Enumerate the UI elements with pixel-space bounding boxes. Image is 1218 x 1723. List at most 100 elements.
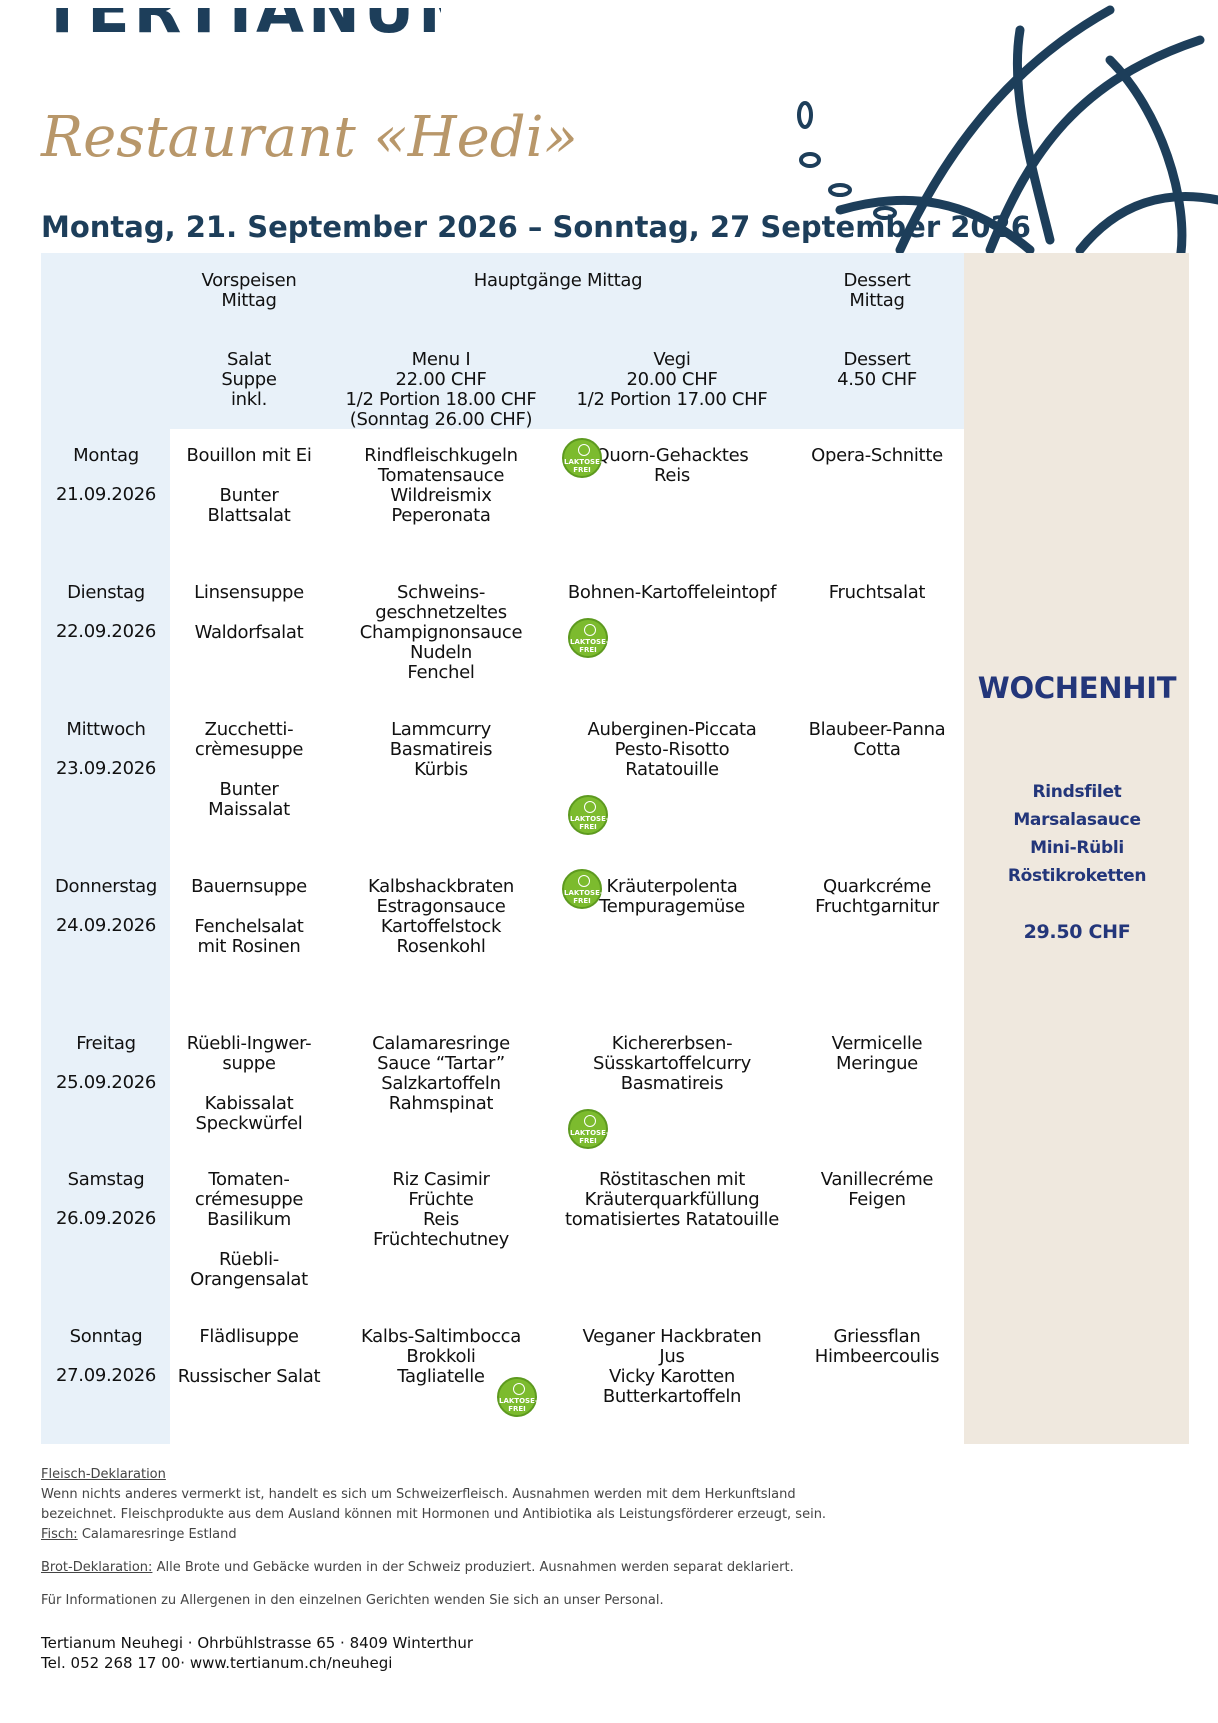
logo: TERTIANUM xyxy=(41,8,441,47)
starter: Zucchetti- xyxy=(204,719,294,740)
starter: Waldorfsalat xyxy=(194,622,304,643)
starter: Flädlisuppe xyxy=(199,1326,299,1347)
heading: Mittag xyxy=(221,290,277,311)
starter: Bouillon mit Ei xyxy=(186,445,312,466)
badge-text: LAKTOSE- xyxy=(570,638,609,646)
menu-item: Champignonsauce xyxy=(359,622,523,643)
menu-item: Lammcurry xyxy=(391,719,491,740)
menu-item: Kalbshackbraten xyxy=(368,876,514,897)
subheading: Vegi xyxy=(653,349,691,370)
week-range: Montag, 21. September 2026 – Sonntag, 27… xyxy=(41,210,1031,244)
day: Freitag xyxy=(76,1033,136,1054)
subheading: Dessert xyxy=(843,349,911,370)
starter: Bauernsuppe xyxy=(191,876,307,897)
day: Mittwoch xyxy=(66,719,146,740)
footer: Fleisch-Deklaration Wenn nichts anderes … xyxy=(41,1465,826,1673)
wochenhit-item: Rindsfilet xyxy=(1032,782,1122,802)
laktose-badge: LAKTOSE- FREI xyxy=(568,795,609,835)
dessert-item: Vanillecréme xyxy=(820,1169,934,1190)
heading: Dessert xyxy=(843,270,911,291)
badge-text: FREI xyxy=(579,1137,597,1145)
fish-text: Calamaresringe Estland xyxy=(81,1527,237,1542)
menu-item: Reis xyxy=(423,1209,459,1230)
menu-item: Früchte xyxy=(408,1189,474,1210)
menu-item: Kürbis xyxy=(414,759,468,780)
dessert-item: Fruchtgarnitur xyxy=(815,896,939,917)
vegi-item: Butterkartoffeln xyxy=(602,1386,742,1407)
menu-item: Basmatireis xyxy=(389,739,493,760)
menu-item: Calamaresringe xyxy=(372,1033,510,1054)
heading: Hauptgänge Mittag xyxy=(473,270,643,291)
vegi-item: tomatisiertes Ratatouille xyxy=(564,1209,780,1230)
dessert-item: Opera-Schnitte xyxy=(811,445,943,466)
menu-item: Rosenkohl xyxy=(396,936,486,957)
date: 23.09.2026 xyxy=(55,758,157,779)
vegi-item: Bohnen-Kartoffeleintopf xyxy=(567,582,777,603)
heading: Vorspeisen xyxy=(201,270,297,291)
badge-text: LAKTOSE- xyxy=(564,458,603,466)
wochenhit-title: WOCHENHIT xyxy=(977,671,1177,705)
vegi-item: Tempuragemüse xyxy=(599,896,745,917)
meat-text: bezeichnet. Fleischprodukte aus dem Ausl… xyxy=(41,1507,827,1522)
menu-item: Rahmspinat xyxy=(388,1093,494,1114)
starter: Bunter xyxy=(219,485,279,506)
contact: Tel. 052 268 17 00· www.tertianum.ch/neu… xyxy=(41,1654,393,1672)
dessert-item: Quarkcréme xyxy=(822,876,931,897)
menu-item: Tagliatelle xyxy=(397,1366,485,1387)
badge-text: LAKTOSE- xyxy=(564,889,603,897)
meat-text: Wenn nichts anderes vermerkt ist, handel… xyxy=(41,1487,796,1502)
subheading: 20.00 CHF xyxy=(626,369,718,390)
menu-item: Estragonsauce xyxy=(376,896,506,917)
badge-text: FREI xyxy=(579,646,597,654)
date: 27.09.2026 xyxy=(55,1365,157,1386)
vegi-item: Kräuterquarkfüllung xyxy=(584,1189,760,1210)
dessert-item: Fruchtsalat xyxy=(828,582,926,603)
laktose-badge: LAKTOSE- FREI xyxy=(562,869,603,909)
vegi-item: Reis xyxy=(654,465,690,486)
vegi-item: Röstitaschen mit xyxy=(599,1169,745,1190)
laktose-badge: LAKTOSE- FREI xyxy=(497,1377,538,1417)
day-column-bg xyxy=(41,253,170,1444)
restaurant-name: Restaurant «Hedi» xyxy=(41,105,578,170)
subheading: inkl. xyxy=(230,389,268,410)
laktose-badge: LAKTOSE- FREI xyxy=(568,1109,609,1149)
subheading: Menu I xyxy=(411,349,471,370)
vegi-item: Kichererbsen- xyxy=(611,1033,733,1054)
date: 24.09.2026 xyxy=(55,915,157,936)
starter: Basilikum xyxy=(207,1209,291,1230)
starter: Bunter xyxy=(219,779,279,800)
dessert-item: Blaubeer-Panna xyxy=(808,719,946,740)
vegi-item: Auberginen-Piccata xyxy=(587,719,757,740)
starter: mit Rosinen xyxy=(197,936,301,957)
wochenhit-item: Mini-Rübli xyxy=(1030,838,1124,858)
badge-text: FREI xyxy=(508,1405,526,1413)
vegi-item: Quorn-Gehacktes xyxy=(595,445,749,466)
starter: Fenchelsalat xyxy=(194,916,304,937)
menu-item: Rindfleischkugeln xyxy=(364,445,518,466)
date: 21.09.2026 xyxy=(55,484,157,505)
starter: Russischer Salat xyxy=(177,1366,321,1387)
day: Dienstag xyxy=(67,582,145,603)
dessert-item: Feigen xyxy=(848,1189,906,1210)
date: 25.09.2026 xyxy=(55,1072,157,1093)
dessert-item: Meringue xyxy=(836,1053,918,1074)
badge-text: FREI xyxy=(573,897,591,905)
allergen-note: Für Informationen zu Allergenen in den e… xyxy=(41,1593,664,1608)
subheading: 1/2 Portion 17.00 CHF xyxy=(576,389,768,410)
vegi-item: Basmatireis xyxy=(620,1073,724,1094)
dessert-item: Cotta xyxy=(853,739,901,760)
vegi-item: Ratatouille xyxy=(625,759,719,780)
logo-box: TERTIANUM xyxy=(41,8,441,68)
starter: Speckwürfel xyxy=(195,1113,303,1134)
menu-item: Schweins- xyxy=(396,582,486,603)
day: Sonntag xyxy=(69,1326,143,1347)
vegi-item: Kräuterpolenta xyxy=(606,876,738,897)
laktose-badge: LAKTOSE- FREI xyxy=(568,618,609,658)
dessert-item: Griessflan xyxy=(833,1326,921,1347)
bread-title: Brot-Deklaration: xyxy=(41,1560,153,1575)
subheading: (Sonntag 26.00 CHF) xyxy=(349,409,533,430)
vegi-item: Vicky Karotten xyxy=(609,1366,735,1387)
header-bg xyxy=(41,253,964,429)
starter: Rüebli- xyxy=(218,1249,279,1270)
